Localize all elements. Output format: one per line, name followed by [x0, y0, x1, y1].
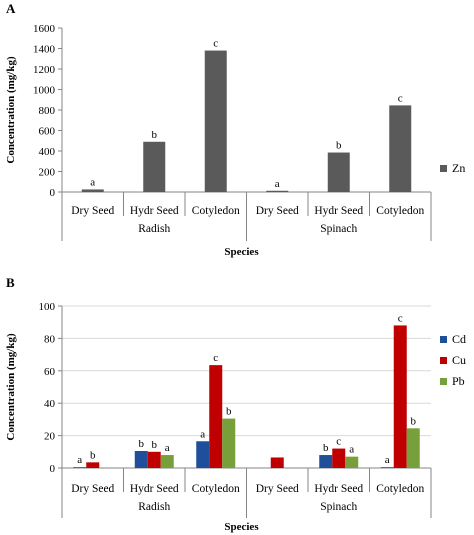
bar-cd [134, 450, 148, 468]
x-axis-title: Species [224, 521, 259, 533]
y-tick-label: 1000 [33, 85, 56, 97]
legend-swatch-pb [440, 378, 447, 385]
y-tick-label: 400 [39, 146, 56, 158]
y-tick-label: 80 [44, 333, 56, 345]
y-tick-label: 0 [50, 187, 56, 199]
data-label: a [275, 178, 280, 190]
data-label: c [398, 92, 403, 104]
bar-cu [209, 365, 223, 468]
x-axis-title: Species [224, 246, 259, 258]
chart-panel-b: B 0 20 40 60 80 100 Dry Seed Hydr Seed Cotyledon D… [5, 275, 466, 533]
bar-zn [389, 105, 412, 192]
x-category-label: Cotyledon [376, 205, 424, 217]
y-tick-label: 600 [39, 126, 56, 138]
y-tick-label: 100 [39, 301, 56, 313]
bar-cu [147, 451, 161, 468]
legend-label: Pb [452, 374, 465, 388]
legend-swatch-zn [440, 165, 447, 172]
legend-label: Zn [452, 161, 465, 175]
bar-cd [196, 441, 210, 468]
x-group-label: Spinach [320, 501, 357, 513]
data-label: b [152, 439, 158, 451]
bar-zn [81, 189, 104, 192]
data-label: c [336, 436, 341, 448]
x-category-label: Hydr Seed [314, 205, 363, 217]
legend-swatch-cu [440, 357, 447, 364]
data-label: a [165, 442, 170, 454]
y-tick-label: 200 [39, 167, 56, 179]
data-label: a [385, 454, 390, 466]
y-axis-title: Concentration (mg/kg) [5, 333, 17, 441]
data-label: b [323, 442, 329, 454]
bar-zn [143, 141, 166, 192]
data-label: b [336, 140, 342, 152]
bar-pb [160, 455, 174, 468]
bar-zn [327, 152, 350, 192]
panel-label: A [6, 1, 16, 16]
chart-panel-a: A 0 200 400 600 800 1000 1200 1400 1600 Dry Seed Hy… [5, 1, 465, 258]
bar-zn [266, 190, 289, 192]
x-category-label: Dry Seed [256, 483, 299, 495]
y-tick-label: 1200 [33, 64, 56, 76]
y-tick-label: 20 [44, 431, 56, 443]
bar-cu [332, 448, 346, 468]
bar-cu [270, 457, 284, 468]
y-tick-label: 800 [39, 105, 56, 117]
y-axis-title: Concentration (mg/kg) [5, 56, 17, 164]
x-category-label: Dry Seed [256, 205, 299, 217]
x-category-label: Dry Seed [71, 483, 114, 495]
bar-cd [73, 467, 87, 468]
x-category-label: Hydr Seed [130, 483, 179, 495]
y-tick-label: 60 [44, 366, 56, 378]
x-category-label: Cotyledon [376, 483, 424, 495]
x-group-label: Radish [138, 223, 170, 235]
data-label: a [200, 428, 205, 440]
x-category-label: Cotyledon [192, 483, 240, 495]
data-label: b [90, 449, 96, 461]
bar-cu [393, 325, 407, 468]
bar-cd [319, 455, 333, 468]
data-label: a [349, 444, 354, 456]
bar-pb [345, 456, 359, 468]
bar-cu [86, 462, 100, 468]
x-category-label: Cotyledon [192, 205, 240, 217]
y-tick-label: 1400 [33, 44, 56, 56]
data-label: b [226, 406, 232, 418]
data-label: b [152, 129, 158, 141]
x-category-label: Dry Seed [71, 205, 114, 217]
panel-label: B [6, 275, 15, 290]
x-category-label: Hydr Seed [314, 483, 363, 495]
data-label: c [398, 312, 403, 324]
y-tick-label: 0 [50, 463, 56, 475]
y-tick-label: 1600 [33, 23, 56, 35]
bar-pb [406, 428, 420, 468]
data-label: a [90, 176, 95, 188]
y-tick-label: 40 [44, 398, 56, 410]
data-label: a [77, 454, 82, 466]
legend-swatch-cd [440, 336, 447, 343]
data-label: c [213, 352, 218, 364]
data-label: b [411, 415, 417, 427]
data-label: b [139, 438, 145, 450]
bar-cd [380, 467, 394, 468]
legend-label: Cu [452, 353, 466, 367]
bar-pb [222, 418, 236, 468]
x-category-label: Hydr Seed [130, 205, 179, 217]
x-group-label: Spinach [320, 223, 357, 235]
bar-zn [204, 50, 227, 192]
data-label: c [213, 38, 218, 50]
x-group-label: Radish [138, 501, 170, 513]
legend-label: Cd [452, 332, 466, 346]
